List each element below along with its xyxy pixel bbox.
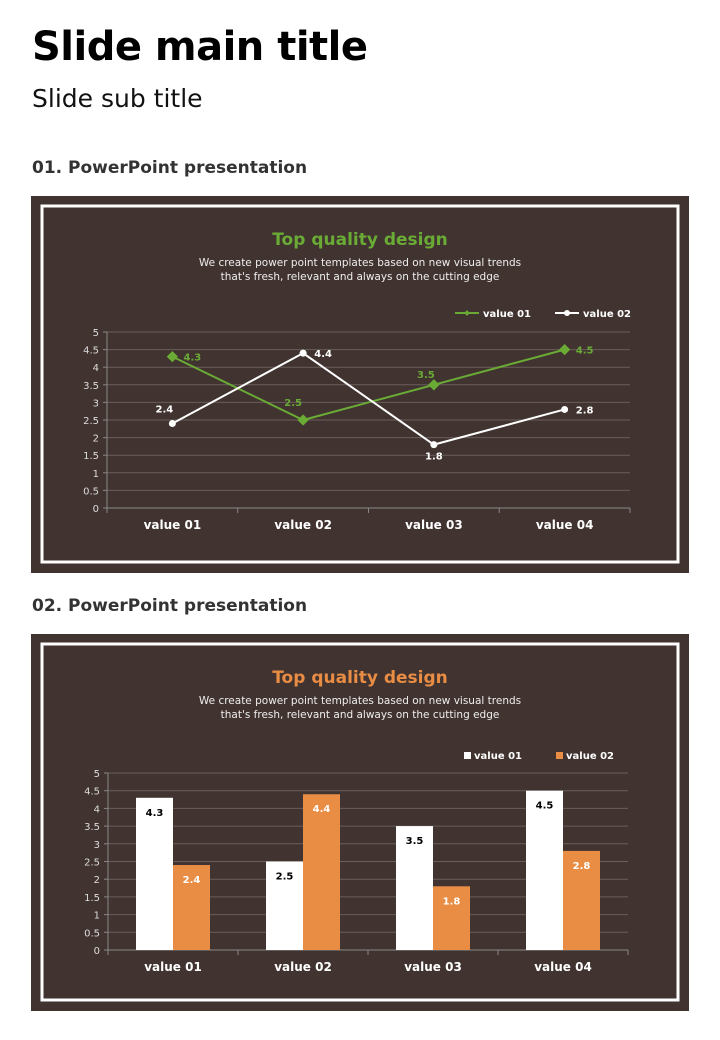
page-title: Slide main title [32,24,368,70]
x-tick-label: value 01 [144,518,202,532]
line-chart-panel: Top quality design We create power point … [31,196,689,573]
y-tick-label: 0.5 [83,486,99,497]
data-label: 4.4 [313,804,331,815]
x-tick-label: value 01 [144,960,202,974]
bar-chart-panel: Top quality design We create power point … [31,634,689,1011]
legend-marker [564,310,570,316]
x-tick-label: value 04 [534,960,592,974]
bar [173,865,210,950]
bar-chart: Top quality design We create power point … [40,642,680,1002]
chart-subtitle: that's fresh, relevant and always on the… [221,271,500,283]
data-label: 2.4 [156,405,174,416]
x-tick-label: value 02 [274,960,332,974]
bar [136,797,173,950]
y-tick-label: 3.5 [84,822,100,833]
data-point [430,441,438,449]
y-tick-label: 3.5 [83,381,99,392]
line-chart: Top quality design We create power point … [40,204,680,564]
y-tick-label: 0 [93,504,99,515]
x-tick-label: value 02 [274,518,332,532]
bar [266,861,303,950]
data-label: 4.4 [314,349,332,360]
chart-subtitle: that's fresh, relevant and always on the… [221,709,500,721]
data-label: 3.5 [417,370,435,381]
legend-marker [464,310,470,316]
y-tick-label: 2.5 [84,858,100,869]
data-label: 4.3 [184,353,202,364]
y-tick-label: 1.5 [84,893,100,904]
data-label: 2.8 [576,405,594,416]
data-label: 2.8 [573,861,591,872]
data-point [168,420,176,428]
legend-label: value 01 [483,309,531,320]
data-point [428,379,440,391]
x-tick-label: value 04 [536,518,594,532]
section-heading-2: 02. PowerPoint presentation [32,596,308,616]
chart-subtitle: We create power point templates based on… [199,695,521,707]
y-tick-label: 1.5 [83,451,99,462]
y-tick-label: 3 [93,398,99,409]
data-label: 2.5 [284,398,302,409]
y-tick-label: 2 [93,434,99,445]
y-tick-label: 5 [94,769,100,780]
y-tick-label: 0.5 [84,928,100,939]
data-point [166,350,179,363]
data-point [299,349,307,357]
chart-subtitle: We create power point templates based on… [199,257,521,269]
y-tick-label: 4 [93,363,99,374]
chart-border [40,204,680,564]
y-tick-label: 4 [94,804,100,815]
data-label: 1.8 [425,452,443,463]
y-tick-label: 5 [93,328,99,339]
data-label: 2.4 [183,875,201,886]
data-label: 1.8 [443,896,461,907]
page-subtitle: Slide sub title [32,84,203,113]
data-label: 3.5 [406,836,424,847]
chart-title: Top quality design [272,230,448,250]
bar [396,826,433,950]
bar [433,886,470,950]
chart-title: Top quality design [272,668,448,688]
bar [303,794,340,950]
legend-label: value 02 [566,751,614,762]
bar [563,850,600,950]
y-tick-label: 4.5 [84,787,100,798]
bar [526,790,563,950]
series-line-2 [171,351,565,446]
chart-border [40,642,680,1002]
data-label: 4.3 [146,808,164,819]
data-label: 4.5 [536,801,554,812]
y-tick-label: 2 [94,875,100,886]
y-tick-label: 2.5 [83,416,99,427]
legend-swatch [556,752,563,759]
y-tick-label: 1 [93,469,99,480]
legend-label: value 02 [583,309,631,320]
data-label: 2.5 [276,872,294,883]
y-tick-label: 0 [94,946,100,957]
data-point [558,343,571,356]
data-point [297,414,309,426]
x-tick-label: value 03 [405,518,463,532]
data-point [561,405,569,413]
section-heading-1: 01. PowerPoint presentation [32,158,308,178]
legend-label: value 01 [474,751,522,762]
legend-swatch [464,752,471,759]
y-tick-label: 4.5 [83,346,99,357]
y-tick-label: 3 [94,840,100,851]
x-tick-label: value 03 [404,960,462,974]
y-tick-label: 1 [94,911,100,922]
data-label: 4.5 [576,346,594,357]
